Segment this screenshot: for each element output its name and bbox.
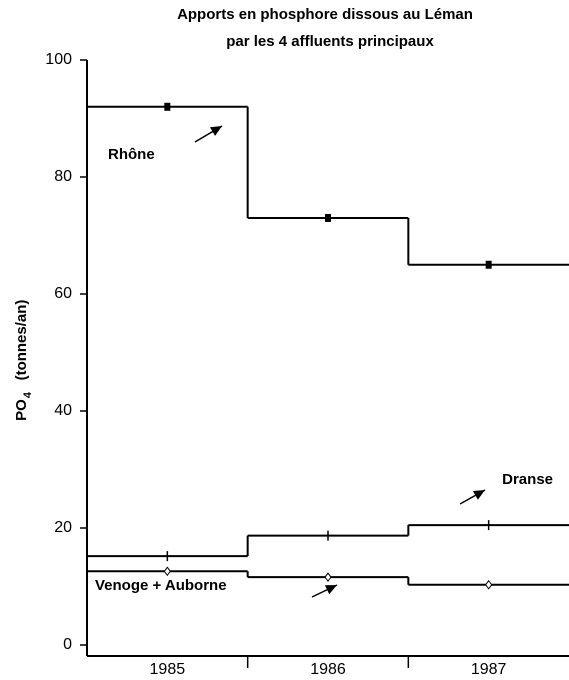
y-tick-label: 80 bbox=[54, 168, 72, 185]
arrow-head bbox=[472, 490, 485, 500]
y-tick-label: 0 bbox=[63, 636, 72, 653]
y-tick-label: 40 bbox=[54, 402, 72, 419]
x-tick-label: 1987 bbox=[471, 661, 507, 678]
x-tick-label: 1986 bbox=[310, 661, 346, 678]
y-tick-label: 60 bbox=[54, 285, 72, 302]
series-label: Rhône bbox=[108, 146, 155, 163]
y-tick-label: 20 bbox=[54, 519, 72, 536]
series-label: Venoge + Auborne bbox=[95, 577, 227, 594]
y-label-main: PO bbox=[13, 399, 30, 421]
y-axis-label: PO 4 (tonnes/an) bbox=[13, 300, 34, 421]
y-tick-label: 100 bbox=[45, 51, 72, 68]
marker bbox=[164, 102, 171, 111]
marker bbox=[485, 260, 492, 269]
arrow-head bbox=[209, 126, 222, 136]
marker bbox=[324, 572, 332, 582]
chart-title: par les 4 affluents principaux bbox=[226, 33, 434, 50]
y-label-unit: (tonnes/an) bbox=[13, 300, 30, 381]
marker bbox=[485, 579, 493, 590]
marker bbox=[484, 520, 493, 531]
marker bbox=[325, 213, 331, 222]
marker bbox=[163, 566, 171, 577]
series-label: Dranse bbox=[502, 471, 553, 488]
marker bbox=[324, 530, 332, 541]
x-tick-label: 1985 bbox=[150, 661, 186, 678]
marker bbox=[163, 551, 172, 562]
y-label-sub: 4 bbox=[22, 391, 34, 398]
chart-title: Apports en phosphore dissous au Léman bbox=[177, 6, 473, 23]
arrow-head bbox=[324, 585, 337, 595]
